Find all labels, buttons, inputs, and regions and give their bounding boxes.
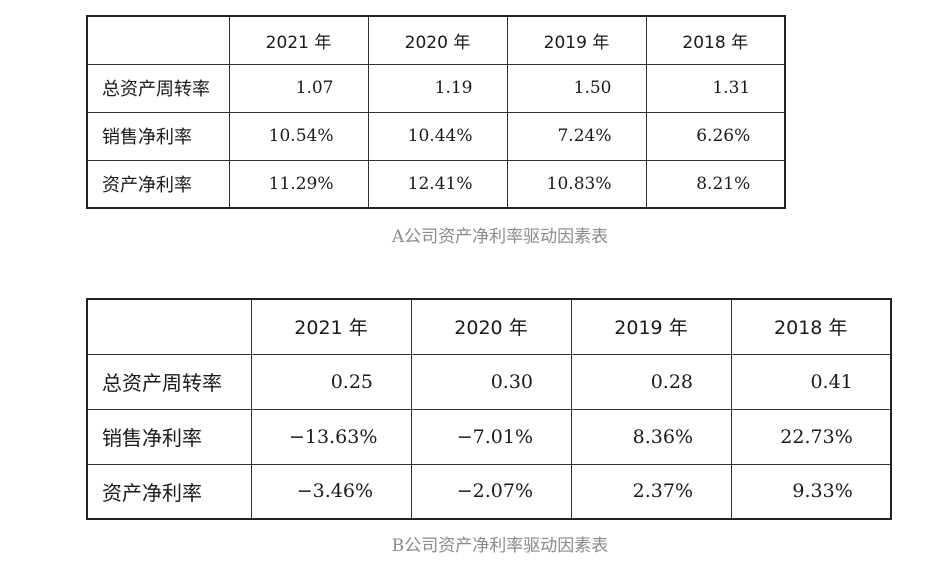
table-b-header-row: 2021 年 2020 年 2019 年 2018 年: [86, 298, 892, 355]
table-b-header-2018: 2018 年: [730, 298, 892, 355]
table-cell: 1.50: [506, 63, 647, 113]
table-b: 2021 年 2020 年 2019 年 2018 年 总资产周转率 0.25 …: [86, 298, 892, 520]
table-a-header-2020: 2020 年: [367, 15, 508, 65]
row-label: 总资产周转率: [86, 63, 230, 113]
table-b-corner-cell: [86, 298, 252, 355]
table-cell: 10.54%: [228, 111, 369, 161]
table-cell: 9.33%: [730, 463, 892, 520]
table-cell: 7.24%: [506, 111, 647, 161]
table-row: 总资产周转率 0.25 0.30 0.28 0.41: [86, 353, 892, 410]
table-a-header-2019: 2019 年: [506, 15, 647, 65]
table-cell: 0.25: [250, 353, 412, 410]
row-label: 总资产周转率: [86, 353, 252, 410]
row-label: 销售净利率: [86, 408, 252, 465]
table-b-header-2020: 2020 年: [410, 298, 572, 355]
table-row: 销售净利率 10.54% 10.44% 7.24% 6.26%: [86, 111, 786, 161]
row-label: 资产净利率: [86, 463, 252, 520]
row-label: 销售净利率: [86, 111, 230, 161]
table-row: 资产净利率 −3.46% −2.07% 2.37% 9.33%: [86, 463, 892, 520]
table-b-header-2019: 2019 年: [570, 298, 732, 355]
table-cell: 2.37%: [570, 463, 732, 520]
table-row: 总资产周转率 1.07 1.19 1.50 1.31: [86, 63, 786, 113]
table-cell: 10.83%: [506, 159, 647, 209]
table-cell: 12.41%: [367, 159, 508, 209]
table-a-header-2018: 2018 年: [645, 15, 786, 65]
table-a-caption: A公司资产净利率驱动因素表: [391, 227, 609, 247]
table-cell: 1.19: [367, 63, 508, 113]
table-cell: −2.07%: [410, 463, 572, 520]
table-row: 资产净利率 11.29% 12.41% 10.83% 8.21%: [86, 159, 786, 209]
table-a-header-2021: 2021 年: [228, 15, 369, 65]
row-label: 资产净利率: [86, 159, 230, 209]
table-a-header-row: 2021 年 2020 年 2019 年 2018 年: [86, 15, 786, 65]
table-cell: −7.01%: [410, 408, 572, 465]
table-b-caption: B公司资产净利率驱动因素表: [391, 536, 609, 556]
table-cell: 0.28: [570, 353, 732, 410]
table-cell: 10.44%: [367, 111, 508, 161]
table-row: 销售净利率 −13.63% −7.01% 8.36% 22.73%: [86, 408, 892, 465]
table-cell: 0.41: [730, 353, 892, 410]
table-a: 2021 年 2020 年 2019 年 2018 年 总资产周转率 1.07 …: [86, 15, 786, 209]
table-cell: 8.21%: [645, 159, 786, 209]
table-cell: 8.36%: [570, 408, 732, 465]
table-b-header-2021: 2021 年: [250, 298, 412, 355]
table-cell: 11.29%: [228, 159, 369, 209]
table-cell: 1.07: [228, 63, 369, 113]
table-cell: 1.31: [645, 63, 786, 113]
table-cell: −3.46%: [250, 463, 412, 520]
table-cell: −13.63%: [250, 408, 412, 465]
table-cell: 22.73%: [730, 408, 892, 465]
table-cell: 0.30: [410, 353, 572, 410]
table-a-corner-cell: [86, 15, 230, 65]
table-cell: 6.26%: [645, 111, 786, 161]
